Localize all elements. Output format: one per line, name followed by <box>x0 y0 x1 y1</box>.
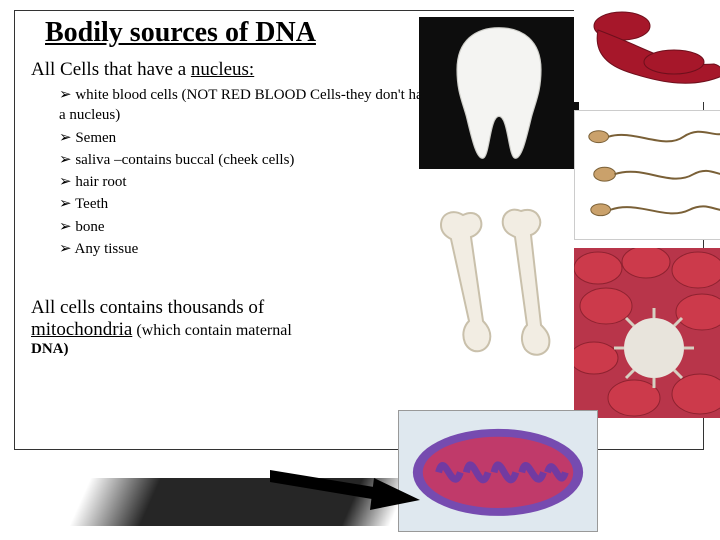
sperm-image <box>574 110 720 240</box>
list-item: ➢ Any tissue <box>59 239 439 259</box>
list-item: ➢ bone <box>59 217 439 237</box>
bone-image <box>423 201 579 365</box>
list-item: ➢ Semen <box>59 128 439 148</box>
subtitle-underlined: nucleus: <box>191 59 254 80</box>
mito-line3: DNA) <box>31 341 411 358</box>
list-item: ➢ Teeth <box>59 194 439 214</box>
list-item: ➢ white blood cells (NOT RED BLOOD Cells… <box>59 85 439 126</box>
mitochondrion-image <box>398 410 598 532</box>
list-item: ➢ saliva –contains buccal (cheek cells) <box>59 150 439 170</box>
bullet-list: ➢ white blood cells (NOT RED BLOOD Cells… <box>59 85 439 259</box>
mitochondria-text: All cells contains thousands of mitochon… <box>31 297 411 358</box>
mito-line1: All cells contains thousands of <box>31 297 411 319</box>
blood-cells-image <box>574 248 720 418</box>
tooth-image <box>419 17 579 169</box>
arrow-icon <box>270 448 420 518</box>
list-item: ➢ hair root <box>59 172 439 192</box>
subtitle-prefix: All Cells that have a <box>31 59 191 80</box>
mito-line2: mitochondria (which contain maternal <box>31 319 411 341</box>
muscle-arm-image <box>574 2 720 102</box>
